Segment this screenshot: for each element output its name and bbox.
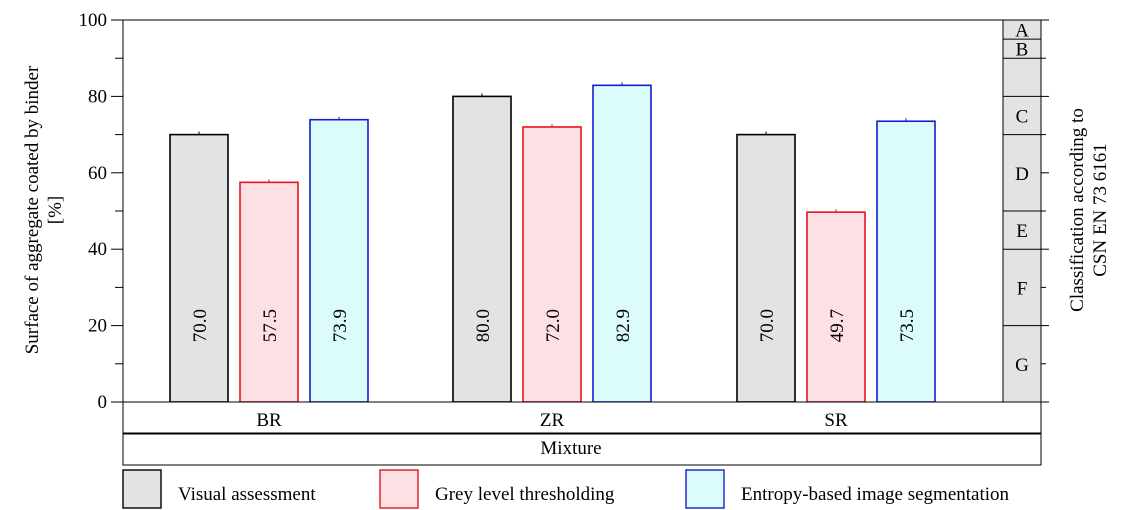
classification-class-label: D <box>1015 164 1029 185</box>
classification-title-line1: Classification according to <box>1067 108 1088 312</box>
legend-swatch <box>379 469 419 509</box>
y-axis: 0 20 40 60 80 100 <box>79 10 123 413</box>
bar-value-label: 73.9 <box>330 309 351 342</box>
y-tick-label: 100 <box>79 10 108 31</box>
bar <box>736 133 796 403</box>
classification-class-label: B <box>1016 40 1029 61</box>
y-tick-label: 60 <box>88 163 107 184</box>
mixture-band <box>122 433 1042 466</box>
bar <box>452 95 512 403</box>
bar <box>239 181 299 403</box>
bars: 70.0 80.0 70.0 57.5 72.0 49.7 73.9 82.9 73.5 <box>169 82 936 403</box>
bar <box>309 118 369 403</box>
y-axis-title-line1: Surface of aggregate coated by binder <box>22 65 43 354</box>
classification-class-label: E <box>1016 221 1028 242</box>
bar-value-label: 57.5 <box>260 309 281 342</box>
legend-item: Grey level thresholding <box>379 469 615 509</box>
bar-value-label: 82.9 <box>613 309 634 342</box>
classification-class-label: F <box>1017 278 1028 299</box>
bar-value-label: 80.0 <box>473 309 494 342</box>
y-tick-label: 20 <box>88 316 107 337</box>
classification-strip: AB C D E F G <box>1002 19 1049 403</box>
bar-value-label: 70.0 <box>757 309 778 342</box>
x-axis: BR ZR SR <box>122 401 1042 466</box>
x-tick-label: ZR <box>540 410 565 431</box>
bar <box>806 211 866 403</box>
classification-title-line2: CSN EN 73 6161 <box>1090 143 1111 277</box>
classification-class-label: C <box>1016 107 1029 128</box>
legend-label: Entropy-based image segmentation <box>741 484 1010 505</box>
bar <box>522 126 582 403</box>
y-tick-label: 80 <box>88 86 107 107</box>
bar <box>169 133 229 403</box>
y-axis-title-line2: [%] <box>45 196 66 224</box>
x-axis-title: Mixture <box>540 438 601 459</box>
legend-item: Visual assessment <box>122 469 316 509</box>
y-tick-label: 40 <box>88 239 107 260</box>
legend-swatch <box>122 469 162 509</box>
legend-label: Visual assessment <box>178 484 316 505</box>
legend-label: Grey level thresholding <box>435 484 615 505</box>
legend-item: Entropy-based image segmentation <box>685 469 1010 509</box>
legend-swatch <box>685 469 725 509</box>
x-tick-label: SR <box>824 410 848 431</box>
bar <box>876 120 936 403</box>
category-band <box>122 401 1042 434</box>
bar-value-label: 49.7 <box>827 309 848 342</box>
legend: Visual assessment Grey level thresholding… <box>122 469 1010 509</box>
classification-class-label: A <box>1015 21 1029 42</box>
bar-value-label: 72.0 <box>543 309 564 342</box>
bar-value-label: 70.0 <box>190 309 211 342</box>
bar <box>592 84 652 403</box>
x-tick-label: BR <box>256 410 282 431</box>
y-tick-label: 0 <box>98 392 108 413</box>
classification-class-label: G <box>1015 355 1029 376</box>
bar-value-label: 73.5 <box>897 309 918 342</box>
